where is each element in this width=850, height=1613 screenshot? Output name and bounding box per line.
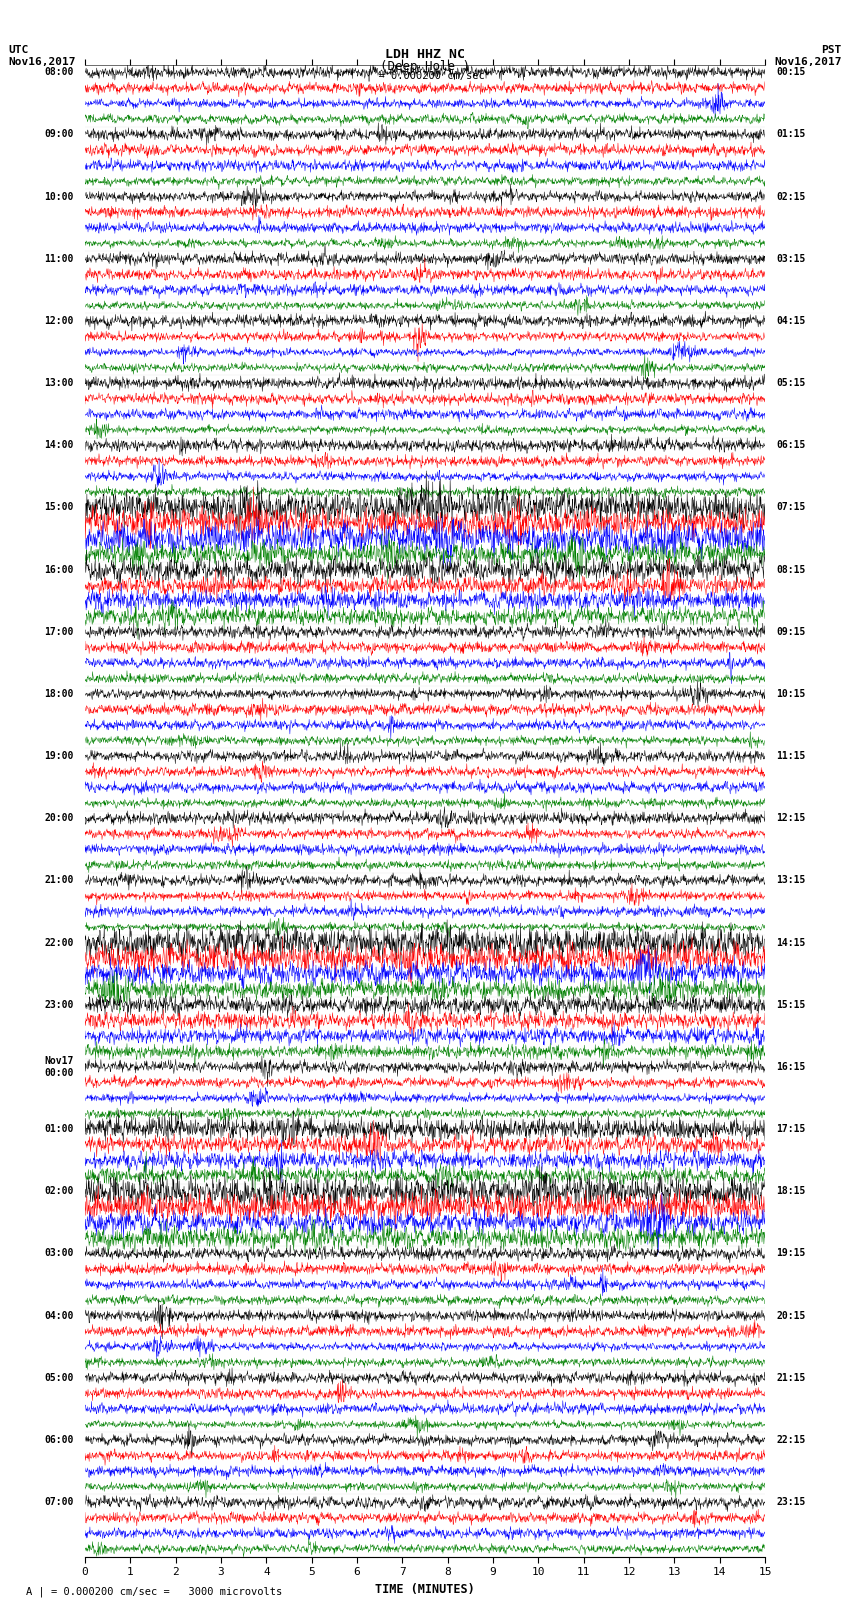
Text: 22:00: 22:00	[44, 937, 74, 948]
Text: 14:00: 14:00	[44, 440, 74, 450]
Text: 17:15: 17:15	[776, 1124, 806, 1134]
Text: 04:15: 04:15	[776, 316, 806, 326]
Text: 09:00: 09:00	[44, 129, 74, 139]
Text: 20:00: 20:00	[44, 813, 74, 823]
Text: 09:15: 09:15	[776, 627, 806, 637]
Text: 05:00: 05:00	[44, 1373, 74, 1382]
Text: 15:15: 15:15	[776, 1000, 806, 1010]
Text: 12:15: 12:15	[776, 813, 806, 823]
Text: 21:00: 21:00	[44, 876, 74, 886]
Text: 05:15: 05:15	[776, 377, 806, 389]
Text: 11:15: 11:15	[776, 752, 806, 761]
Text: | = 0.000200 cm/sec: | = 0.000200 cm/sec	[366, 71, 484, 82]
Text: 10:00: 10:00	[44, 192, 74, 202]
Text: 03:15: 03:15	[776, 253, 806, 265]
Text: 13:00: 13:00	[44, 377, 74, 389]
Text: 18:00: 18:00	[44, 689, 74, 698]
Text: 16:00: 16:00	[44, 565, 74, 574]
Text: 02:00: 02:00	[44, 1186, 74, 1197]
Text: 01:00: 01:00	[44, 1124, 74, 1134]
Text: 18:15: 18:15	[776, 1186, 806, 1197]
Text: 20:15: 20:15	[776, 1311, 806, 1321]
Text: 06:15: 06:15	[776, 440, 806, 450]
Text: 04:00: 04:00	[44, 1311, 74, 1321]
Text: 19:00: 19:00	[44, 752, 74, 761]
X-axis label: TIME (MINUTES): TIME (MINUTES)	[375, 1582, 475, 1595]
Text: 22:15: 22:15	[776, 1436, 806, 1445]
Text: Nov17
00:00: Nov17 00:00	[44, 1057, 74, 1077]
Text: 17:00: 17:00	[44, 627, 74, 637]
Text: 07:00: 07:00	[44, 1497, 74, 1507]
Text: 23:15: 23:15	[776, 1497, 806, 1507]
Text: 16:15: 16:15	[776, 1061, 806, 1073]
Text: 15:00: 15:00	[44, 503, 74, 513]
Text: 14:15: 14:15	[776, 937, 806, 948]
Text: (Deep Hole ): (Deep Hole )	[380, 60, 470, 73]
Text: 02:15: 02:15	[776, 192, 806, 202]
Text: UTC
Nov16,2017: UTC Nov16,2017	[8, 45, 76, 66]
Text: LDH HHZ NC: LDH HHZ NC	[385, 48, 465, 61]
Text: 08:15: 08:15	[776, 565, 806, 574]
Text: 10:15: 10:15	[776, 689, 806, 698]
Text: 13:15: 13:15	[776, 876, 806, 886]
Text: PST
Nov16,2017: PST Nov16,2017	[774, 45, 842, 66]
Text: 07:15: 07:15	[776, 503, 806, 513]
Text: 12:00: 12:00	[44, 316, 74, 326]
Text: 06:00: 06:00	[44, 1436, 74, 1445]
Text: 21:15: 21:15	[776, 1373, 806, 1382]
Text: 03:00: 03:00	[44, 1248, 74, 1258]
Text: 01:15: 01:15	[776, 129, 806, 139]
Text: 11:00: 11:00	[44, 253, 74, 265]
Text: A | = 0.000200 cm/sec =   3000 microvolts: A | = 0.000200 cm/sec = 3000 microvolts	[26, 1586, 281, 1597]
Text: 23:00: 23:00	[44, 1000, 74, 1010]
Text: 00:15: 00:15	[776, 68, 806, 77]
Text: 08:00: 08:00	[44, 68, 74, 77]
Text: 19:15: 19:15	[776, 1248, 806, 1258]
